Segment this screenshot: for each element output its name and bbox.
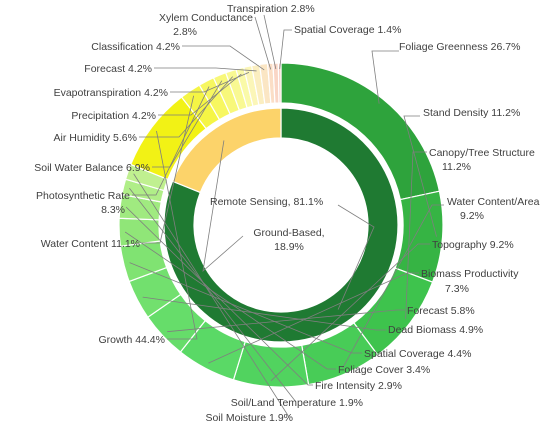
leader-lines — [124, 14, 444, 418]
outer-label-forecast-5-8: Forecast 5.8% — [407, 305, 475, 317]
inner-slice-remote-sensing-81-1 — [163, 107, 399, 343]
outer-label-classification-4-2: Classification 4.2% — [91, 41, 180, 53]
outer-leader-foliage-greenness-26-7 — [371, 50, 399, 104]
outer-label-transpiration-2-8: Transpiration 2.8% — [227, 3, 315, 15]
outer-leader-water-content-11-1 — [142, 95, 195, 244]
inner-leader-remote-sensing-81-1 — [337, 204, 375, 310]
outer-leader-spatial-coverage-1-4 — [279, 29, 292, 70]
outer-leader-soil-water-balance-6-9 — [152, 80, 223, 168]
outer-label-water-content-area-9-2-line2: 9.2% — [460, 210, 484, 222]
outer-label-dead-biomass-4-9: Dead Biomass 4.9% — [388, 324, 483, 336]
inner-ring — [163, 107, 399, 343]
outer-label-biomass-productivity-7-3-line2: 7.3% — [445, 283, 469, 295]
outer-label-water-content-area-9-2-line1: Water Content/Area — [447, 196, 540, 208]
outer-leader-spatial-coverage-4-4 — [129, 262, 362, 354]
outer-label-canopy-tree-structure-11-2-line2: 11.2% — [442, 161, 471, 173]
outer-leader-classification-4-2 — [182, 45, 265, 71]
outer-label-soil-water-balance-6-9: Soil Water Balance 6.9% — [34, 162, 150, 174]
outer-label-precipitation-4-2: Precipitation 4.2% — [71, 110, 156, 122]
inner-label-ground-based-18-9-line2: 18.9% — [274, 241, 304, 253]
outer-leader-fire-intensity-2-9 — [125, 206, 313, 386]
outer-leader-stand-density-11-2 — [403, 115, 437, 237]
outer-leader-water-content-area-9-2 — [342, 204, 444, 369]
outer-label-soil-moisture-1-9: Soil Moisture 1.9% — [205, 412, 293, 424]
outer-leader-soil-land-temperature-1-9 — [129, 187, 297, 403]
outer-leader-evapotranspiration-4-2 — [170, 71, 250, 93]
outer-leader-forecast-4-2 — [154, 67, 257, 72]
outer-leader-air-humidity-5-6 — [139, 76, 233, 138]
outer-label-water-content-11-1: Water Content 11.1% — [41, 238, 140, 250]
inner-label-ground-based-18-9-line1: Ground-Based, — [253, 227, 324, 239]
outer-leader-precipitation-4-2 — [158, 73, 242, 116]
outer-label-topography-9-2: Topography 9.2% — [432, 239, 514, 251]
outer-leader-foliage-cover-3-4 — [124, 231, 336, 370]
outer-label-spatial-coverage-4-4: Spatial Coverage 4.4% — [364, 348, 471, 360]
outer-label-evapotranspiration-4-2: Evapotranspiration 4.2% — [54, 87, 168, 99]
outer-label-xylem-conductance-2-8-line1: Xylem Conductance — [159, 12, 253, 24]
outer-label-foliage-cover-3-4: Foliage Cover 3.4% — [338, 364, 430, 376]
outer-label-fire-intensity-2-9: Fire Intensity 2.9% — [315, 380, 402, 392]
outer-label-growth-44-4: Growth 44.4% — [98, 334, 165, 346]
outer-leader-xylem-conductance-2-8 — [254, 16, 272, 70]
inner-slice-ground-based-18-9 — [171, 107, 282, 194]
outer-leader-transpiration-2-8 — [263, 14, 277, 70]
outer-leader-forecast-5-8 — [167, 309, 405, 333]
outer-leader-dead-biomass-4-9 — [142, 296, 386, 331]
outer-label-photosynthetic-rate-8-3-line1: Photosynthetic Rate — [36, 190, 130, 202]
inner-label-remote-sensing-81-1: Remote Sensing, 81.1% — [210, 196, 323, 208]
outer-label-forecast-4-2: Forecast 4.2% — [84, 63, 152, 75]
outer-label-soil-land-temperature-1-9: Soil/Land Temperature 1.9% — [231, 397, 363, 409]
outer-leader-soil-moisture-1-9 — [133, 173, 290, 418]
outer-label-canopy-tree-structure-11-2-line1: Canopy/Tree Structure — [429, 147, 535, 159]
labels: Foliage Greenness 26.7% Stand Density 11.… — [34, 3, 539, 424]
outer-slice-spatial-coverage-1-4 — [277, 62, 282, 104]
outer-leader-canopy-tree-structure-11-2 — [405, 151, 427, 319]
outer-label-xylem-conductance-2-8-line2: 2.8% — [173, 26, 197, 38]
outer-leader-topography-9-2 — [270, 243, 430, 381]
inner-leader-ground-based-18-9 — [202, 140, 244, 273]
outer-label-spatial-coverage-1-4: Spatial Coverage 1.4% — [294, 24, 401, 36]
outer-label-stand-density-11-2: Stand Density 11.2% — [423, 107, 520, 119]
outer-label-photosynthetic-rate-8-3-line2: 8.3% — [101, 204, 125, 216]
outer-label-foliage-greenness-26-7: Foliage Greenness 26.7% — [399, 41, 520, 53]
outer-label-air-humidity-5-6: Air Humidity 5.6% — [54, 132, 137, 144]
outer-label-biomass-productivity-7-3-line1: Biomass Productivity — [421, 268, 519, 280]
